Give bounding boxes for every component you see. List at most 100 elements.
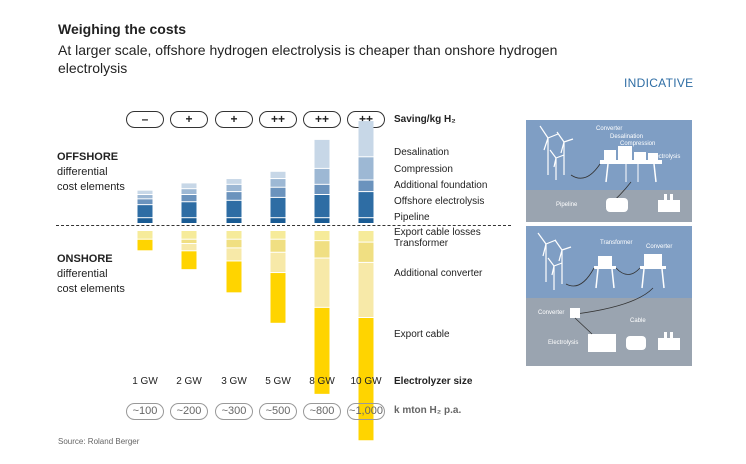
diag-label-converter-offshore: Converter <box>646 244 672 250</box>
legend-label-export-cable-losses: Export cable losses <box>394 227 481 238</box>
bar-offshore-additional-foundation-1 <box>181 195 197 202</box>
bar-offshore-offshore-electrolysis-5 <box>358 192 374 218</box>
indicative-tag: INDICATIVE <box>624 76 694 90</box>
saving-pill-2: + <box>215 111 253 128</box>
bar-onshore-export-cable-losses-2 <box>226 231 242 239</box>
x-tick-label-1: 2 GW <box>176 376 202 387</box>
production-pill-0: ~100 <box>126 403 164 420</box>
bar-offshore-desalination-0 <box>137 190 153 194</box>
chart-subtitle: At larger scale, offshore hydrogen elect… <box>58 42 558 76</box>
bar-onshore-additional-converter-3 <box>270 252 286 273</box>
saving-row-label: Saving/kg H₂ <box>394 114 456 125</box>
onshore-plant-icon <box>606 194 680 212</box>
production-row-label: k mton H₂ p.a. <box>394 405 462 416</box>
bar-onshore-additional-converter-1 <box>181 244 197 251</box>
offshore-sub1: differential <box>57 166 108 178</box>
x-tick-label-2: 3 GW <box>221 376 247 387</box>
bar-offshore-compression-2 <box>226 184 242 192</box>
export-cable-line <box>575 287 654 315</box>
bar-offshore-pipeline-5 <box>358 218 374 223</box>
legend-label-additional-converter: Additional converter <box>394 268 483 279</box>
legend-label-additional-foundation: Additional foundation <box>394 180 488 191</box>
bar-onshore-export-cable-losses-3 <box>270 231 286 239</box>
diag-label-pipeline: Pipeline <box>556 202 578 208</box>
cable-line <box>565 267 595 287</box>
bar-onshore-additional-converter-5 <box>358 262 374 317</box>
bar-offshore-additional-foundation-4 <box>314 184 330 194</box>
legend-label-pipeline: Pipeline <box>394 212 430 223</box>
onshore-section-label: ONSHORE differential cost elements <box>57 252 125 297</box>
bar-onshore-transformer-1 <box>181 239 197 244</box>
bar-offshore-compression-3 <box>270 179 286 187</box>
diag-label-electrolysis: Electrolysis <box>650 154 680 160</box>
bar-onshore-additional-converter-2 <box>226 248 242 261</box>
bar-onshore-export-cable-losses-1 <box>181 231 197 239</box>
onshore-sub2: cost elements <box>57 283 125 295</box>
bar-onshore-export-cable-5 <box>358 318 374 441</box>
x-tick-label-0: 1 GW <box>132 376 158 387</box>
offshore-sub2: cost elements <box>57 181 125 193</box>
bar-offshore-pipeline-0 <box>137 218 153 223</box>
bar-offshore-additional-foundation-5 <box>358 180 374 192</box>
bar-onshore-export-cable-2 <box>226 261 242 293</box>
transformer-platform-icon <box>594 256 616 289</box>
x-tick-label-4: 8 GW <box>309 376 335 387</box>
bar-onshore-transformer-3 <box>270 239 286 252</box>
bar-offshore-offshore-electrolysis-0 <box>137 205 153 218</box>
bar-offshore-desalination-5 <box>358 121 374 157</box>
bar-onshore-transformer-4 <box>314 241 330 258</box>
bar-offshore-desalination-1 <box>181 183 197 189</box>
bar-onshore-additional-converter-4 <box>314 258 330 307</box>
production-pill-4: ~800 <box>303 403 341 420</box>
diag-label-converter-onshore: Converter <box>538 310 564 316</box>
bar-offshore-offshore-electrolysis-1 <box>181 202 197 218</box>
chart-title: Weighing the costs <box>58 21 187 37</box>
bar-onshore-export-cable-1 <box>181 251 197 270</box>
diag-label-transformer: Transformer <box>600 240 632 246</box>
saving-pill-0: – <box>126 111 164 128</box>
converter-platform-icon <box>640 254 666 289</box>
diag-label-compression: Compression <box>620 141 655 147</box>
diag-label-desalination: Desalination <box>610 134 643 140</box>
offshore-onshore-divider <box>56 225 511 226</box>
bar-onshore-transformer-5 <box>358 242 374 262</box>
platform-icon <box>600 146 662 183</box>
bar-offshore-pipeline-3 <box>270 218 286 223</box>
bar-offshore-additional-foundation-2 <box>226 192 242 200</box>
diag-label-converter: Converter <box>596 126 622 132</box>
source-note: Source: Roland Berger <box>58 437 140 446</box>
offshore-section-label: OFFSHORE differential cost elements <box>57 150 125 195</box>
offshore-title: OFFSHORE <box>57 151 119 163</box>
legend-label-compression: Compression <box>394 164 453 175</box>
bar-onshore-export-cable-losses-0 <box>137 231 153 239</box>
bar-offshore-pipeline-4 <box>314 218 330 223</box>
legend-label-transformer: Transformer <box>394 238 449 249</box>
bar-onshore-export-cable-losses-5 <box>358 231 374 242</box>
x-tick-label-5: 10 GW <box>350 376 382 387</box>
bar-onshore-export-cable-losses-4 <box>314 231 330 241</box>
x-tick-label-3: 5 GW <box>265 376 291 387</box>
bar-onshore-export-cable-4 <box>314 307 330 394</box>
onshore-title: ONSHORE <box>57 253 113 265</box>
bar-offshore-offshore-electrolysis-4 <box>314 195 330 218</box>
production-pill-5: ~1,000 <box>347 403 385 420</box>
production-pill-1: ~200 <box>170 403 208 420</box>
bar-offshore-desalination-3 <box>270 171 286 179</box>
production-pill-2: ~300 <box>215 403 253 420</box>
wind-turbine-icon <box>537 232 572 290</box>
wind-turbine-icon <box>539 125 574 180</box>
bar-offshore-compression-1 <box>181 189 197 194</box>
bar-offshore-compression-0 <box>137 195 153 199</box>
onshore-diagram: Transformer Converter Converter Cable El… <box>526 226 692 366</box>
bar-onshore-export-cable-0 <box>137 239 153 251</box>
bar-onshore-export-cable-3 <box>270 273 286 323</box>
saving-pill-3: ++ <box>259 111 297 128</box>
production-pill-3: ~500 <box>259 403 297 420</box>
legend-label-desalination: Desalination <box>394 147 450 158</box>
bar-offshore-desalination-4 <box>314 139 330 168</box>
bar-offshore-offshore-electrolysis-2 <box>226 200 242 218</box>
offshore-diagram: Converter Desalination Compression Elect… <box>526 120 692 222</box>
x-axis-title: Electrolyzer size <box>394 376 473 387</box>
legend-label-offshore-electrolysis: Offshore electrolysis <box>394 196 485 207</box>
